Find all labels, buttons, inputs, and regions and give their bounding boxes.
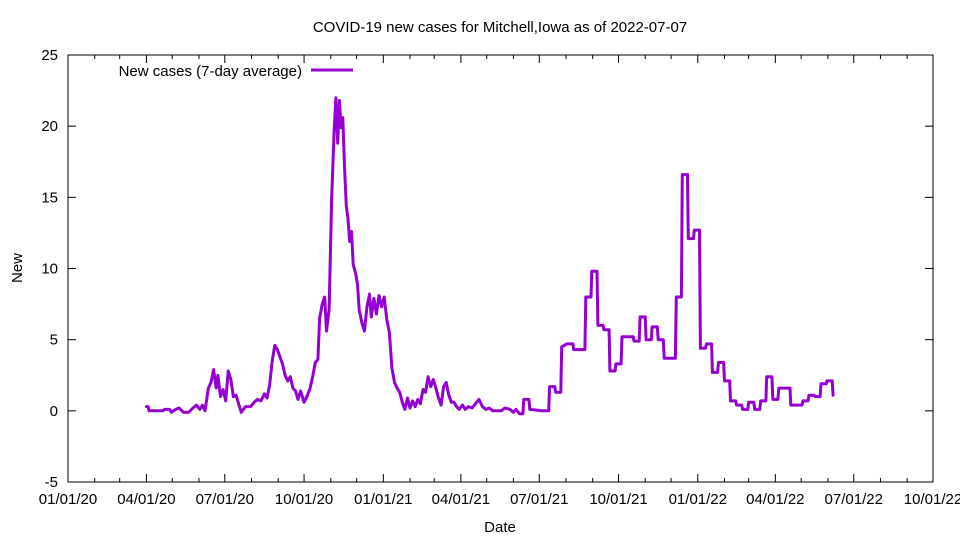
y-tick-label: 10 [41, 261, 58, 278]
y-tick-label: -5 [45, 474, 58, 491]
x-tick-label: 07/01/20 [196, 491, 254, 508]
y-tick-label: 20 [41, 118, 58, 135]
legend: New cases (7-day average) [119, 63, 353, 80]
legend-label: New cases (7-day average) [119, 63, 302, 80]
x-tick-label: 10/01/21 [589, 491, 647, 508]
y-tick-label: 0 [50, 403, 58, 420]
series-line [144, 96, 835, 416]
series-layer [144, 96, 835, 416]
y-tick-label: 5 [50, 332, 58, 349]
x-tick-label: 01/01/22 [669, 491, 727, 508]
axis-ticks [67, 54, 934, 483]
x-tick-label: 04/01/21 [432, 491, 490, 508]
x-axis-label: Date [484, 519, 516, 536]
x-tick-label: 04/01/22 [746, 491, 804, 508]
x-tick-label: 10/01/20 [275, 491, 333, 508]
y-tick-labels: -5 0 5 10 15 20 25 [41, 47, 58, 491]
y-axis-label: New [9, 253, 26, 283]
x-tick-label: 07/01/21 [510, 491, 568, 508]
x-tick-labels: 01/01/20 04/01/20 07/01/20 10/01/20 01/01/21… [39, 491, 960, 508]
x-tick-label: 01/01/21 [354, 491, 412, 508]
y-tick-label: 25 [41, 47, 58, 64]
y-tick-label: 15 [41, 189, 58, 206]
chart-title: COVID-19 new cases for Mitchell,Iowa as … [313, 19, 687, 36]
x-tick-label: 10/01/22 [904, 491, 960, 508]
x-tick-label: 04/01/20 [117, 491, 175, 508]
x-tick-label: 01/01/20 [39, 491, 97, 508]
x-tick-label: 07/01/22 [825, 491, 883, 508]
plot-frame [67, 54, 934, 483]
